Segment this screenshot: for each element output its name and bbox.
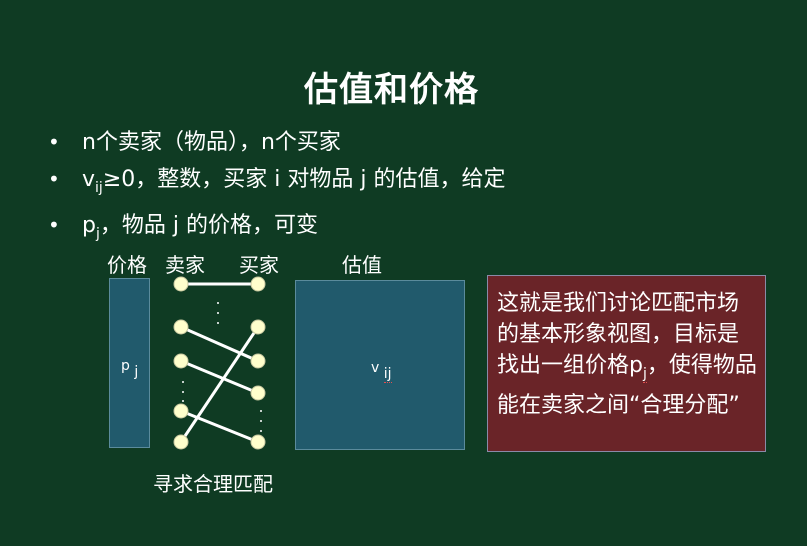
price-label: p j	[121, 358, 138, 380]
price-header: 价格	[107, 253, 147, 277]
ellipsis-dot	[217, 302, 219, 304]
buyer-node	[250, 385, 266, 401]
bullet-item: vij≥0，整数，买家 i 对物品 j 的估值，给定	[48, 161, 505, 207]
bullet-list: n个卖家（物品），n个买家 vij≥0，整数，买家 i 对物品 j 的估值，给定…	[48, 124, 505, 253]
matching-edge	[180, 359, 259, 395]
ellipsis-dot	[217, 312, 219, 314]
seller-node	[173, 353, 189, 369]
matching-edge	[180, 409, 259, 444]
buyer-nodes	[250, 276, 266, 450]
matching-edge	[180, 325, 259, 363]
seller-node	[173, 319, 189, 335]
ellipsis-dot	[182, 391, 184, 393]
buyer-node	[250, 353, 266, 369]
explanation-symbol: p	[629, 353, 643, 378]
bullet-item: pj，物品 j 的价格，可变	[48, 207, 505, 253]
valuation-label: v ij	[371, 360, 392, 383]
seller-node	[173, 434, 189, 450]
explanation-text: 这就是我们讨论匹配市场的基本形象视图，目标是找出一组价格	[497, 291, 740, 378]
seller-node	[173, 276, 189, 292]
ellipsis-dot	[182, 400, 184, 402]
bullet-symbol: p	[82, 213, 96, 238]
ellipsis-dots	[182, 302, 262, 432]
explanation-text-end: ，使得物品能在卖家之间“合理分配”	[497, 353, 757, 418]
bullet-item: n个卖家（物品），n个买家	[48, 124, 505, 161]
buyer-header: 买家	[239, 253, 279, 277]
slide-title: 估值和价格	[304, 70, 479, 110]
bullet-text: ≥0，整数，买家 i 对物品 j 的估值，给定	[102, 167, 506, 192]
seller-nodes	[173, 276, 189, 450]
bullet-text: ，物品 j 的价格，可变	[99, 213, 318, 238]
explanation-subscript: j	[642, 366, 647, 383]
seller-header: 卖家	[165, 253, 205, 277]
ellipsis-dot	[217, 322, 219, 324]
diagram-caption: 寻求合理匹配	[153, 472, 273, 496]
price-symbol: p	[121, 358, 130, 374]
bullet-subscript: ij	[95, 180, 103, 196]
buyer-node	[250, 319, 266, 335]
valuation-symbol: v	[371, 360, 380, 376]
price-subscript: j	[134, 364, 139, 380]
seller-node	[173, 403, 189, 419]
ellipsis-dot	[260, 410, 262, 412]
bullet-symbol: v	[82, 167, 96, 192]
ellipsis-dot	[260, 430, 262, 432]
price-column	[109, 278, 150, 448]
matching-edges	[179, 282, 260, 444]
ellipsis-dot	[182, 381, 184, 383]
explanation-box: 这就是我们讨论匹配市场的基本形象视图，目标是找出一组价格pj，使得物品能在卖家之…	[487, 275, 766, 452]
matching-edge	[179, 326, 260, 443]
buyer-node	[250, 434, 266, 450]
valuation-subscript: ij	[383, 366, 392, 383]
valuation-matrix	[295, 280, 465, 450]
bullet-subscript: j	[95, 226, 100, 242]
bullet-text: n个卖家（物品），n个买家	[82, 130, 341, 155]
ellipsis-dot	[260, 420, 262, 422]
value-header: 估值	[342, 253, 382, 277]
buyer-node	[250, 276, 266, 292]
